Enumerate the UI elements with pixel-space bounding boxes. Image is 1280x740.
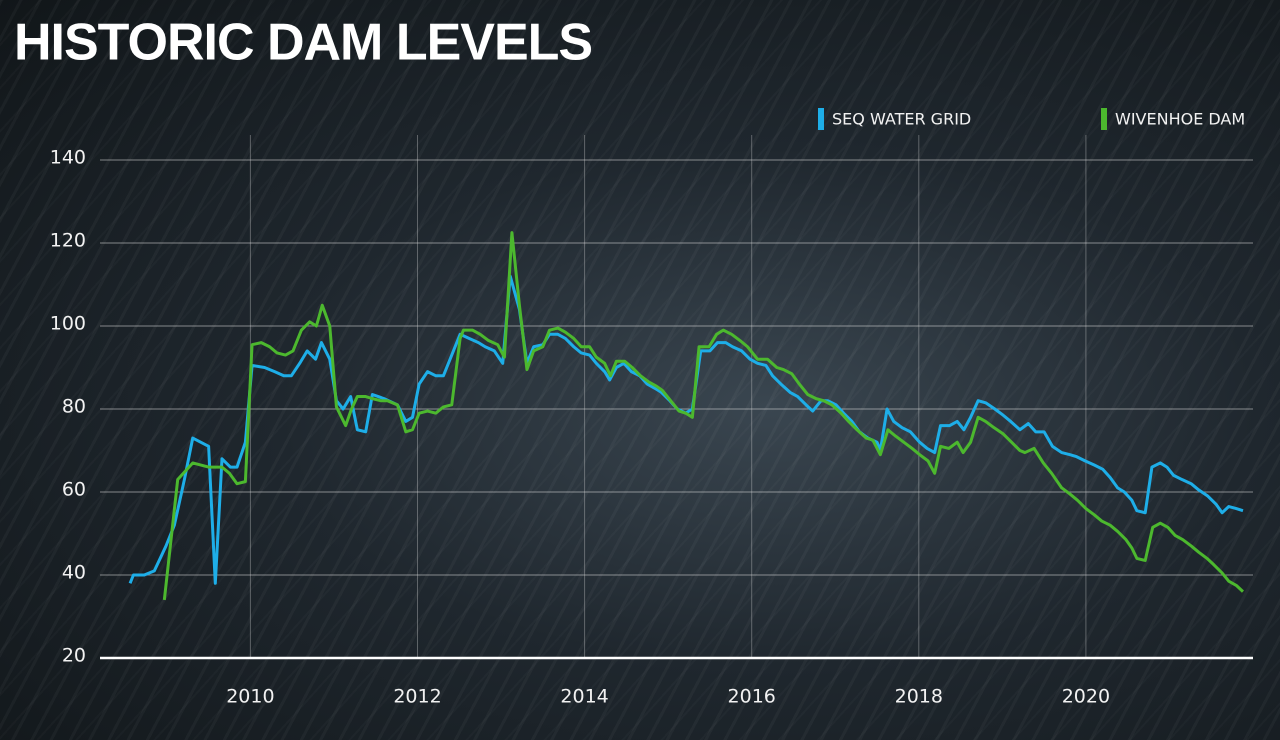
x-tick-label: 2014 (560, 686, 608, 708)
chart-title: HISTORIC DAM LEVELS (14, 14, 592, 72)
y-tick-label: 100 (50, 313, 86, 335)
data-line (128, 274, 1244, 585)
y-tick-label: 40 (62, 562, 86, 584)
y-tick-label: 60 (62, 479, 86, 501)
legend-marker (1101, 108, 1107, 130)
data-line (162, 231, 1244, 601)
x-tick-label: 2016 (728, 686, 776, 708)
x-tick-label: 2020 (1062, 686, 1110, 708)
y-tick-label: 140 (50, 147, 86, 169)
x-tick-label: 2012 (393, 686, 441, 708)
legend-marker (818, 108, 824, 130)
x-tick-label: 2010 (226, 686, 274, 708)
y-tick-label: 80 (62, 396, 86, 418)
legend-label: SEQ WATER GRID (832, 110, 971, 129)
legend-label: WIVENHOE DAM (1115, 110, 1245, 129)
y-tick-label: 20 (62, 645, 86, 667)
x-tick-label: 2018 (895, 686, 943, 708)
y-tick-label: 120 (50, 230, 86, 252)
